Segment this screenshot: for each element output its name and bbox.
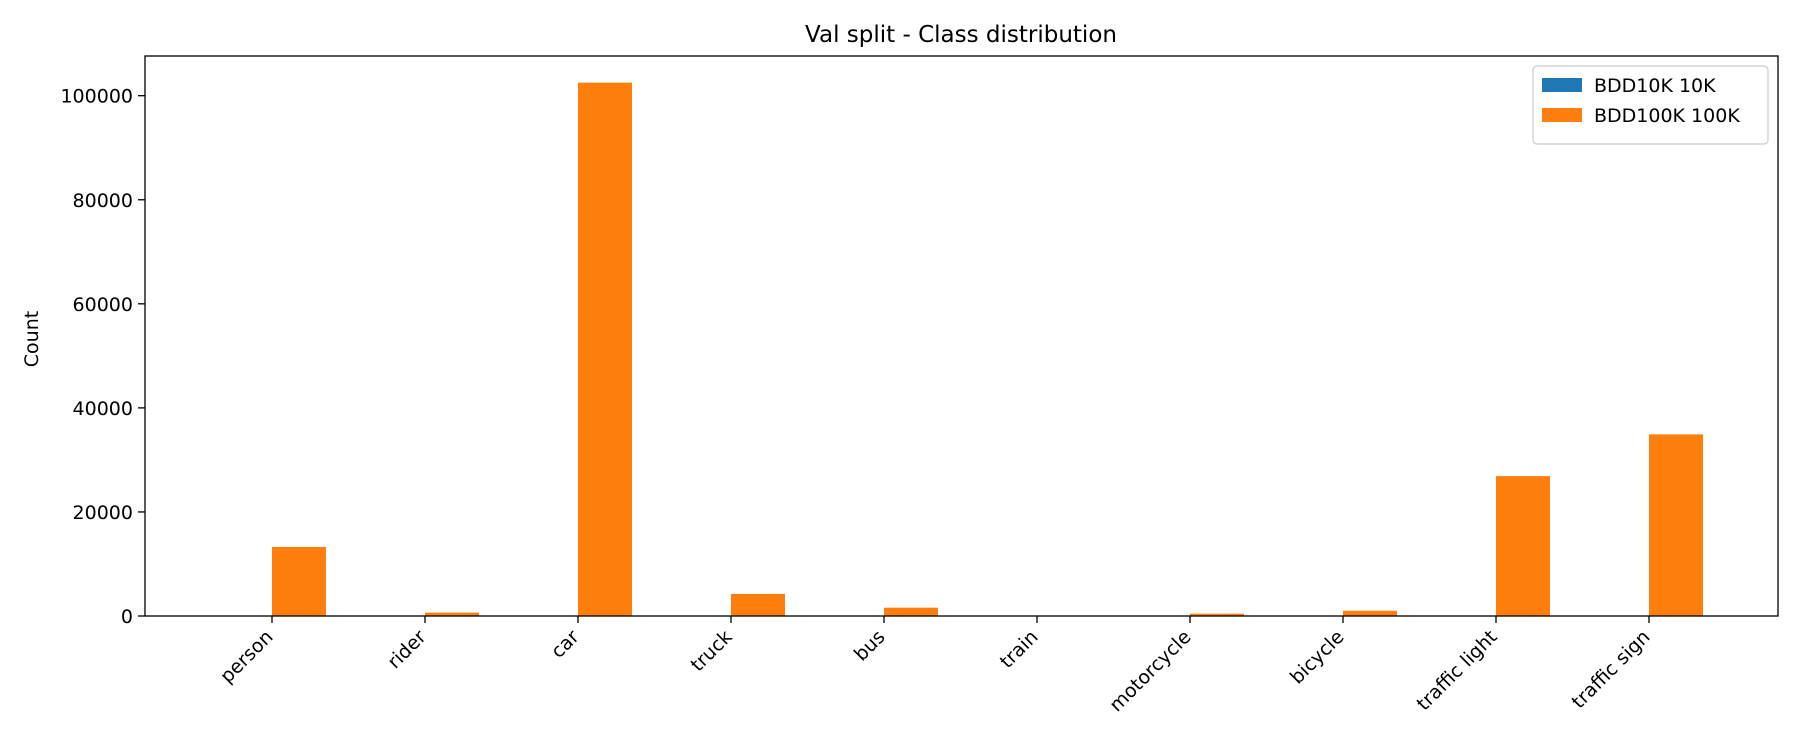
x-tick-label: bicycle xyxy=(1286,626,1349,689)
y-axis-label: Count xyxy=(21,311,43,367)
x-tick-label: bus xyxy=(850,626,890,666)
plot-area: 0 20000 40000 60000 80000 100000 person rider ca… xyxy=(60,55,1779,716)
legend: BDD10K 10K BDD100K 100K xyxy=(1532,65,1769,145)
bar-series2-car xyxy=(578,82,632,617)
x-tick-label: rider xyxy=(383,626,430,673)
legend-box xyxy=(1532,65,1769,145)
y-tick-label: 100000 xyxy=(60,86,133,108)
y-tick-label: 40000 xyxy=(73,398,133,420)
bar-series2-rider xyxy=(425,612,479,616)
legend-label: BDD100K 100K xyxy=(1594,105,1740,127)
bar-series2-bus xyxy=(884,607,938,616)
x-tick-label: car xyxy=(547,626,584,663)
y-tick-label: 20000 xyxy=(73,502,133,524)
legend-label: BDD10K 10K xyxy=(1594,75,1716,97)
legend-swatch xyxy=(1542,78,1582,92)
chart-title: Val split - Class distribution xyxy=(805,22,1117,48)
bar-series2-person xyxy=(272,546,326,616)
y-tick-label: 0 xyxy=(121,606,133,628)
axes-frame xyxy=(144,55,1779,617)
bar-series2-truck xyxy=(731,593,785,616)
x-tick-label: person xyxy=(216,626,278,688)
x-tick-label: truck xyxy=(686,626,736,676)
bar-series2-traffic-light xyxy=(1496,476,1550,616)
x-tick-label: motorcycle xyxy=(1105,626,1195,716)
x-tick-label: train xyxy=(996,626,1043,673)
x-tick-label: traffic light xyxy=(1413,626,1502,715)
y-tick-label: 60000 xyxy=(73,294,133,316)
x-tick-label: traffic sign xyxy=(1568,626,1655,713)
bar-series2-motorcycle xyxy=(1190,613,1244,616)
bar-series2-bicycle xyxy=(1343,610,1397,616)
y-tick-label: 80000 xyxy=(73,190,133,212)
bar-series2-traffic-sign xyxy=(1649,434,1703,616)
legend-swatch xyxy=(1542,108,1582,122)
